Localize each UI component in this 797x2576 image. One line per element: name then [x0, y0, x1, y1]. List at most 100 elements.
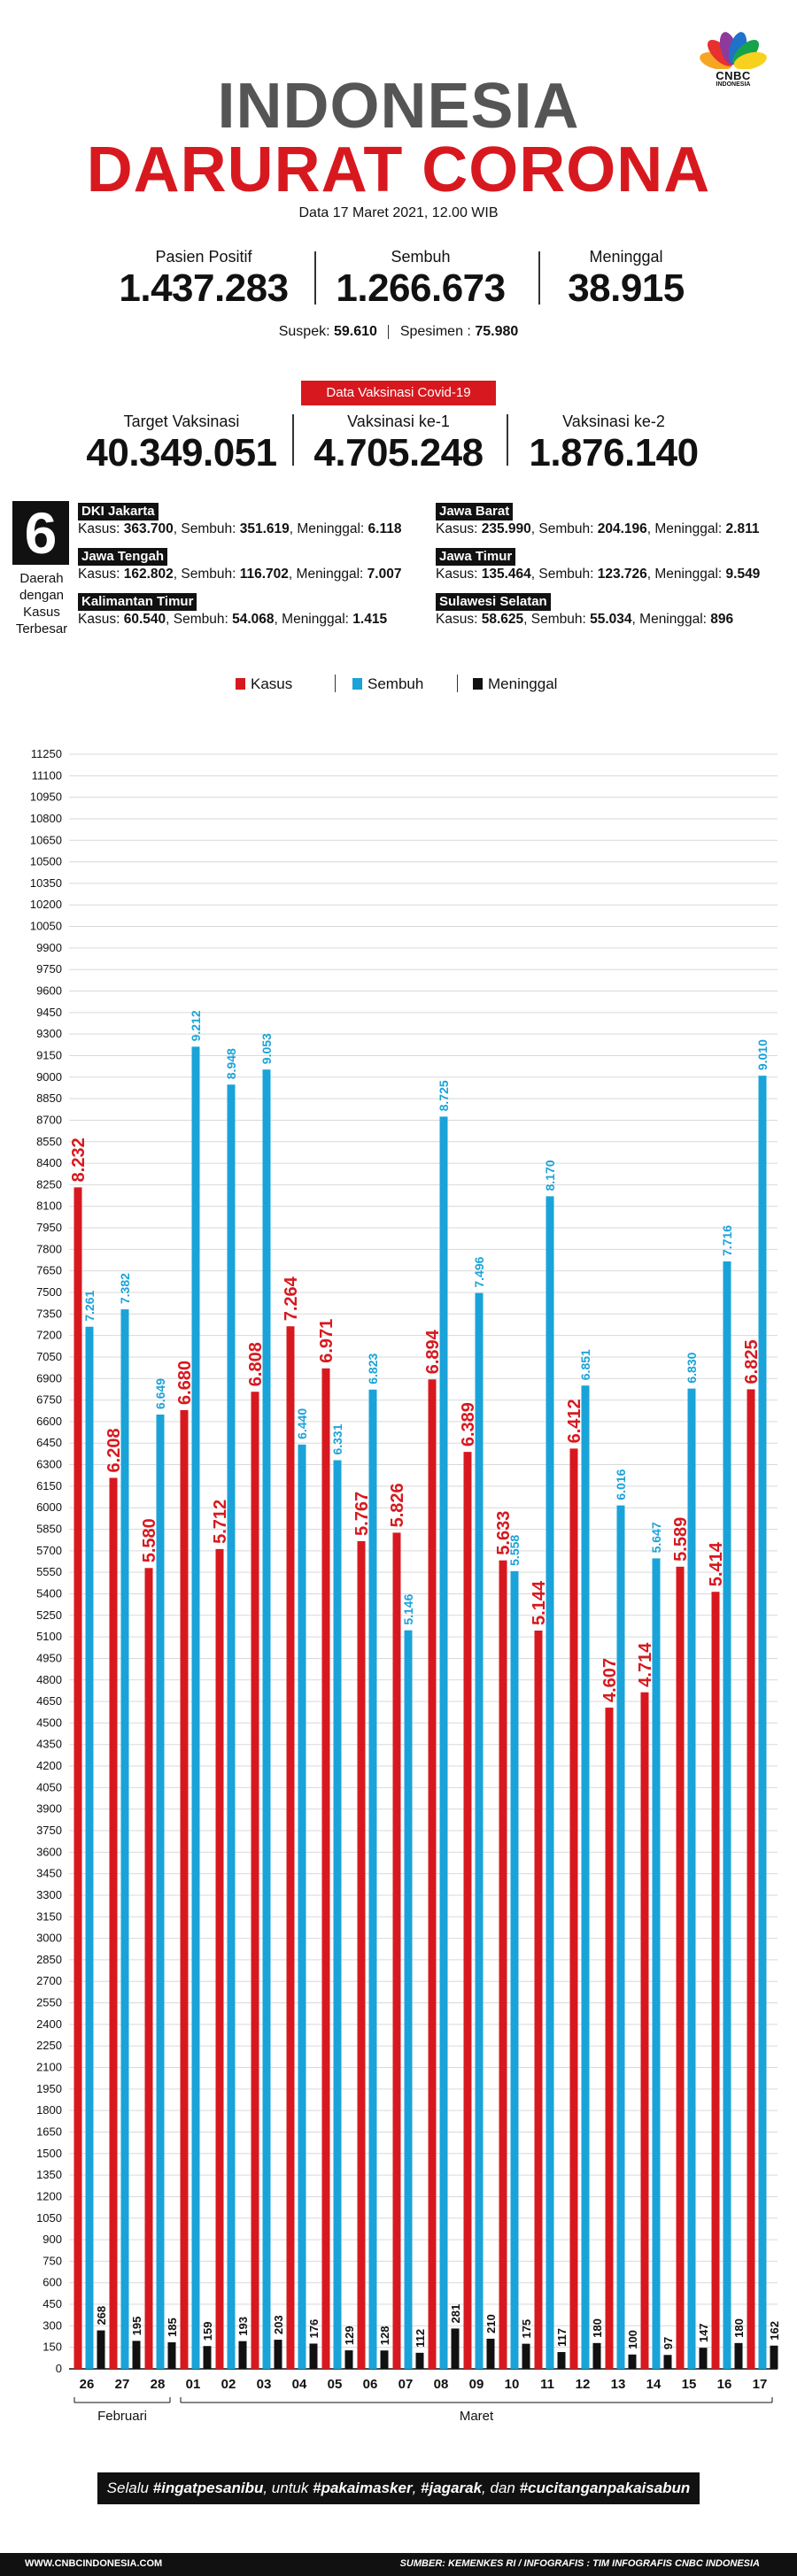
caption-line: dengan [19, 588, 65, 603]
bar-kasus [569, 1448, 578, 2369]
data-label-meninggal: 268 [95, 2306, 108, 2325]
y-tick-label: 4050 [36, 1780, 62, 1793]
caption-line: Kasus [23, 605, 60, 620]
bar-sembuh [687, 1388, 696, 2369]
y-tick-label: 6150 [36, 1479, 62, 1492]
y-tick-label: 3000 [36, 1932, 62, 1945]
data-label-meninggal: 117 [555, 2328, 569, 2347]
bar-meninggal [167, 2342, 176, 2369]
region-name: Jawa Timur [436, 548, 516, 566]
meninggal-label: Meninggal: [282, 612, 349, 627]
y-tick-label: 150 [43, 2341, 62, 2354]
kasus-label: Kasus: [436, 612, 478, 627]
y-tick-label: 2700 [36, 1974, 62, 1987]
bar-kasus [286, 1326, 295, 2369]
y-tick-label: 4350 [36, 1738, 62, 1751]
region-item: Jawa Timur Kasus: 135.464, Sembuh: 123.7… [436, 548, 761, 582]
y-tick-label: 8400 [36, 1156, 62, 1169]
data-label-sembuh: 7.261 [82, 1291, 97, 1322]
y-tick-label: 7200 [36, 1329, 62, 1342]
y-tick-label: 4800 [36, 1673, 62, 1686]
y-tick-label: 5250 [36, 1608, 62, 1622]
bar-sembuh [85, 1326, 94, 2369]
bar-sembuh [475, 1292, 484, 2369]
bar-sembuh [227, 1084, 236, 2369]
y-tick-label: 9450 [36, 1006, 62, 1019]
website-link[interactable]: WWW.CNBCINDONESIA.COM [25, 2558, 163, 2569]
bar-sembuh [546, 1196, 554, 2369]
bar-kasus [428, 1379, 437, 2369]
y-tick-label: 1200 [36, 2189, 62, 2202]
legend-swatch [352, 678, 362, 690]
meninggal-value: 9.549 [725, 567, 761, 582]
y-tick-label: 6000 [36, 1500, 62, 1514]
bar-sembuh [368, 1389, 377, 2369]
data-label-sembuh: 9.053 [259, 1033, 274, 1064]
x-tick-label: 11 [540, 2377, 554, 2392]
divider [292, 414, 294, 466]
bar-meninggal [309, 2343, 318, 2369]
divider [538, 251, 540, 305]
bar-kasus [144, 1568, 153, 2369]
y-tick-label: 6900 [36, 1371, 62, 1384]
data-label-meninggal: 147 [697, 2323, 710, 2342]
y-tick-label: 6600 [36, 1415, 62, 1428]
data-label-sembuh: 6.823 [366, 1354, 380, 1384]
y-tick-label: 8850 [36, 1091, 62, 1105]
y-tick-label: 600 [43, 2276, 62, 2289]
data-label-sembuh: 8.948 [224, 1048, 238, 1079]
hashtag: #pakaimasker [313, 2480, 413, 2496]
y-tick-label: 9900 [36, 941, 62, 954]
region-item: Sulawesi Selatan Kasus: 58.625, Sembuh: … [436, 593, 734, 627]
y-tick-label: 5700 [36, 1544, 62, 1557]
sembuh-label: Sembuh: [181, 567, 236, 582]
vaccination-badge: Data Vaksinasi Covid-19 [301, 381, 496, 405]
stat-value: 38.915 [568, 266, 685, 310]
bar-sembuh [120, 1309, 129, 2369]
month-label: Maret [460, 2409, 494, 2424]
stat-meninggal: Meninggal 38.915 [542, 248, 710, 311]
bar-sembuh [298, 1444, 306, 2369]
bar-kasus [640, 1692, 649, 2369]
y-tick-label: 2400 [36, 2017, 62, 2031]
bar-sembuh [723, 1261, 731, 2369]
bar-sembuh [262, 1069, 271, 2369]
y-tick-label: 5550 [36, 1565, 62, 1578]
y-tick-label: 6300 [36, 1458, 62, 1471]
y-tick-label: 7650 [36, 1264, 62, 1277]
data-label-kasus: 6.412 [565, 1399, 584, 1443]
y-tick-label: 8700 [36, 1113, 62, 1126]
x-tick-label: 28 [151, 2377, 166, 2392]
bar-kasus [357, 1540, 366, 2369]
y-tick-label: 6450 [36, 1436, 62, 1449]
data-label-meninggal: 193 [236, 2317, 250, 2336]
bar-kasus [74, 1187, 82, 2369]
caption-line: Terbesar [15, 621, 68, 636]
bar-meninggal [344, 2350, 353, 2369]
bar-kasus [215, 1548, 224, 2369]
slogan-text: Selalu [106, 2480, 153, 2496]
data-label-meninggal: 100 [626, 2330, 639, 2349]
y-tick-label: 10800 [30, 812, 62, 825]
vacc-value: 40.349.051 [86, 431, 277, 474]
data-label-kasus: 6.971 [317, 1319, 337, 1363]
sembuh-value: 55.034 [590, 612, 632, 627]
region-count: 6 [12, 501, 69, 565]
stat-value: 1.437.283 [119, 266, 289, 310]
legend-label: Meninggal [488, 675, 558, 692]
divider [335, 675, 336, 692]
peacock-icon [700, 32, 767, 69]
bar-kasus [392, 1532, 401, 2369]
y-tick-label: 300 [43, 2318, 62, 2332]
meninggal-value: 896 [710, 612, 734, 627]
bar-meninggal [415, 2352, 424, 2369]
bar-meninggal [734, 2342, 743, 2369]
x-tick-label: 08 [434, 2377, 449, 2392]
legend-swatch [473, 678, 483, 690]
sembuh-label: Sembuh: [181, 521, 236, 536]
data-label-meninggal: 162 [768, 2321, 781, 2341]
y-tick-label: 3750 [36, 1824, 62, 1837]
bar-sembuh [439, 1116, 448, 2369]
y-tick-label: 1350 [36, 2168, 62, 2181]
data-label-kasus: 5.767 [352, 1492, 372, 1536]
